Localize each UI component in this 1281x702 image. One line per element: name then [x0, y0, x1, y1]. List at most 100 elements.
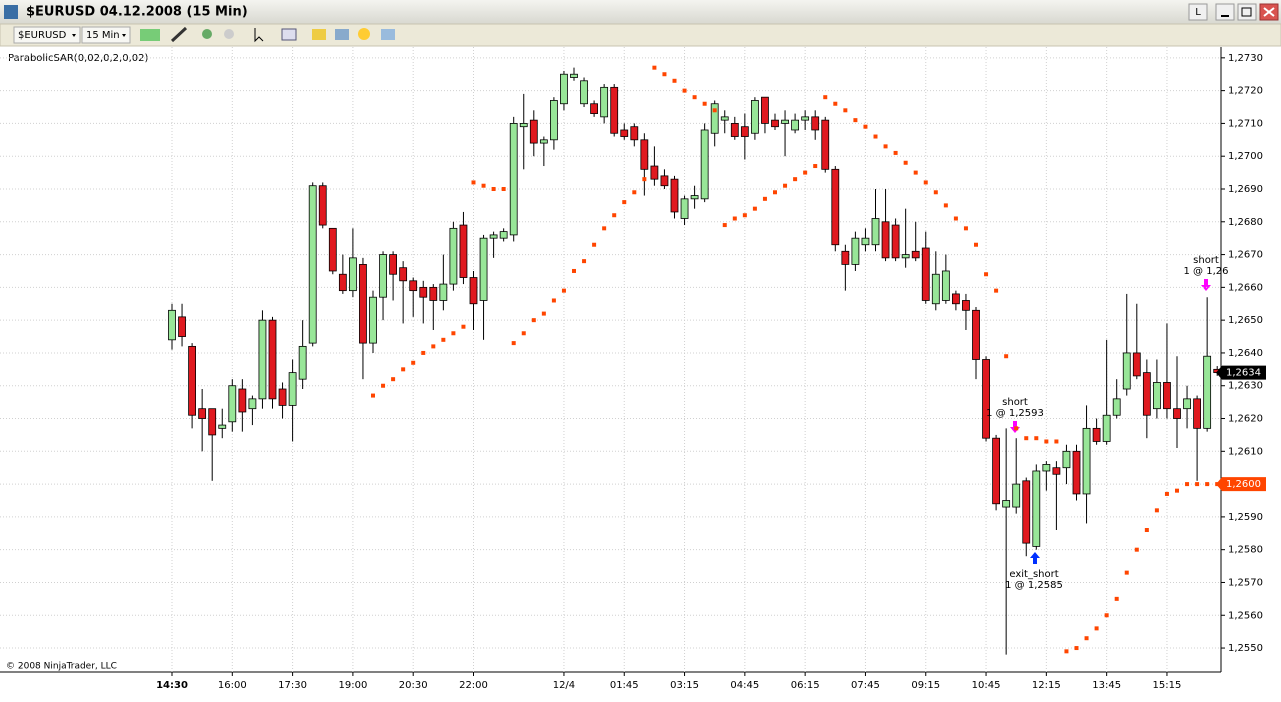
interval-select[interactable]: [81, 26, 131, 44]
template-button[interactable]: [381, 29, 395, 40]
sar-dot: [793, 177, 798, 182]
sar-dot: [1154, 508, 1159, 513]
candle-body: [881, 221, 890, 259]
candle-body: [188, 345, 197, 416]
sar-dot: [592, 242, 597, 247]
sar-dot: [722, 223, 727, 228]
zoom-out-button[interactable]: [224, 29, 234, 39]
sar-dot: [762, 196, 767, 201]
sar-dot: [953, 216, 958, 221]
candle-body: [680, 198, 689, 219]
sar-dot: [974, 242, 978, 247]
sar-dot: [692, 95, 697, 100]
candle-body: [781, 119, 789, 124]
candle-body: [771, 119, 779, 128]
candle-body: [831, 168, 840, 246]
sar-dot: [642, 177, 647, 182]
sar-dot: [1124, 570, 1129, 575]
candle-body: [690, 195, 699, 200]
sar-dot: [652, 65, 657, 70]
x-tick-label: 17:30: [278, 680, 307, 691]
candle-body: [248, 398, 257, 410]
x-tick-label: 20:30: [399, 680, 428, 691]
candle-body: [911, 250, 920, 259]
sar-dot: [732, 216, 737, 221]
candle-body: [982, 359, 990, 439]
sar-dot: [582, 259, 587, 264]
candle-body: [861, 237, 870, 246]
sar-dot: [1185, 482, 1190, 487]
x-tick-label: 16:00: [218, 680, 247, 691]
sar-dot: [823, 95, 828, 100]
sar-dot: [672, 78, 677, 83]
draw-tool-button[interactable]: [170, 26, 188, 43]
y-tick-label: 1,2720: [1228, 86, 1263, 97]
sar-dot: [863, 124, 868, 129]
candle-body: [891, 224, 900, 259]
properties-button[interactable]: [312, 29, 326, 40]
x-tick-label: 15:15: [1153, 680, 1182, 691]
sar-dot: [1054, 439, 1059, 444]
y-tick-label: 1,2630: [1228, 381, 1263, 392]
sar-dot: [1144, 528, 1149, 533]
data-box-button[interactable]: [281, 28, 297, 41]
y-tick-label: 1,2610: [1228, 446, 1263, 457]
sar-dot: [461, 324, 466, 329]
candle-body: [499, 231, 508, 239]
sar-dot: [531, 318, 536, 323]
trade-annotation: 1 @ 1,26: [1184, 266, 1229, 277]
candle-body: [348, 257, 357, 292]
candle-body: [529, 119, 538, 144]
restore-button[interactable]: [1237, 3, 1257, 21]
sar-dot: [602, 226, 607, 231]
minimize-button[interactable]: [1215, 3, 1235, 21]
chart-style-button[interactable]: [140, 29, 160, 41]
x-tick-label: 14:30: [156, 680, 188, 691]
pointer-button[interactable]: [254, 28, 264, 43]
sar-dot: [572, 268, 576, 273]
sar-dot: [1205, 482, 1210, 487]
copyright: © 2008 NinjaTrader, LLC: [6, 662, 117, 672]
last-price-label: 1,2634: [1226, 368, 1261, 379]
last-sar-label-shape: [1216, 477, 1266, 492]
x-tick-label: 07:45: [851, 680, 880, 691]
indicators-button[interactable]: [335, 29, 349, 40]
dropdown-arrow: [122, 34, 126, 37]
sar-dot: [843, 108, 848, 113]
y-tick-label: 1,2590: [1228, 512, 1263, 523]
trade-annotation: short: [1002, 397, 1028, 408]
candle-body: [931, 273, 940, 305]
strategies-button[interactable]: [358, 28, 370, 40]
candle-body: [610, 86, 619, 134]
candle-body: [1163, 382, 1171, 410]
last-sar-label: 1,2600: [1226, 479, 1261, 490]
candle-body: [751, 100, 759, 134]
trade-annotation: 1 @ 1,2593: [986, 408, 1044, 419]
candle-body: [1052, 467, 1061, 475]
trade-annotation: exit_short: [1009, 569, 1058, 580]
candle-body: [1203, 355, 1212, 429]
link-button[interactable]: [1188, 3, 1208, 21]
sar-dot: [1024, 436, 1029, 441]
candle-body: [178, 316, 186, 337]
sar-dot: [561, 288, 566, 293]
x-tick-label: 03:15: [670, 680, 699, 691]
sar-dot: [471, 180, 476, 185]
short-entry-arrow: [1201, 279, 1211, 291]
candle-body: [238, 388, 247, 413]
sar-dot: [752, 206, 757, 211]
candle-body: [801, 116, 810, 121]
y-tick-label: 1,2640: [1228, 348, 1263, 359]
candle-body: [1102, 414, 1111, 442]
y-tick-label: 1,2550: [1228, 643, 1263, 654]
instrument-select[interactable]: [13, 26, 81, 44]
sar-dot: [682, 88, 687, 93]
candle-body: [921, 247, 930, 301]
sar-dot: [622, 200, 627, 205]
zoom-in-button[interactable]: [202, 29, 212, 39]
sar-dot: [421, 350, 426, 355]
x-tick-label: 04:45: [730, 680, 759, 691]
candle-body: [1183, 398, 1191, 410]
candle-body: [328, 227, 337, 272]
sar-dot: [1034, 436, 1039, 441]
